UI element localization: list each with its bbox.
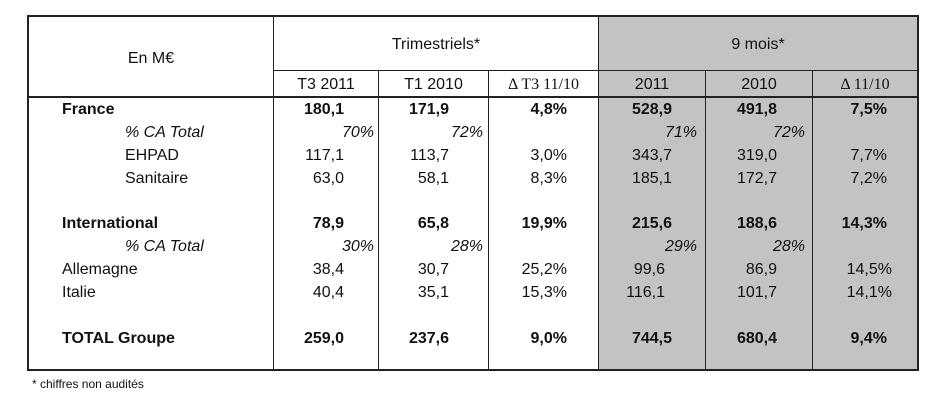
header-group-divider (273, 70, 918, 71)
cell-france-2011: 528,9 (631, 101, 672, 118)
cell-france-t3-2011: 180,1 (303, 101, 344, 118)
row-label-international: International (62, 215, 159, 232)
cell-italie-t1-2010: 35,1 (417, 284, 449, 301)
cell-france-delta-9m: 7,5% (850, 101, 887, 118)
col-header-2011: 2011 (634, 76, 670, 93)
cell-sanitaire-delta-t3: 8,3% (530, 170, 567, 187)
row-label-total-groupe: TOTAL Groupe (62, 330, 175, 347)
cell-international-share-t1-2010: 28% (450, 238, 483, 255)
unit-label: En M€ (127, 50, 175, 67)
quarterly-group-header: Trimestriels* (391, 36, 481, 53)
cell-allemagne-t3-2011: 38,4 (312, 261, 344, 278)
cell-sanitaire-t1-2010: 58,1 (417, 170, 449, 187)
cell-total-2011: 744,5 (631, 330, 672, 347)
cell-sanitaire-2010: 172,7 (736, 170, 777, 187)
cell-sanitaire-t3-2011: 63,0 (312, 170, 344, 187)
footnote: * chiffres non audités (32, 377, 144, 391)
cell-france-t1-2010: 171,9 (408, 101, 449, 118)
cell-ehpad-2010: 319,0 (736, 147, 777, 164)
cell-sanitaire-2011: 185,1 (631, 170, 672, 187)
cell-international-share-2010: 28% (772, 238, 805, 255)
cell-allemagne-2011: 99,6 (633, 261, 665, 278)
cell-international-t3-2011: 78,9 (312, 215, 344, 232)
row-label-sanitaire: Sanitaire (125, 170, 189, 187)
header-bottom-rule (29, 96, 918, 98)
nine-months-group-header: 9 mois* (731, 36, 785, 53)
col-header-t1-2010: T1 2010 (404, 76, 463, 93)
cell-international-share-t3-2011: 30% (341, 238, 374, 255)
cell-ehpad-delta-t3: 3,0% (530, 147, 567, 164)
divider-col-5 (812, 70, 813, 369)
nine-months-shading (598, 17, 917, 369)
cell-france-2010: 491,8 (736, 101, 777, 118)
cell-total-delta-t3: 9,0% (530, 330, 567, 347)
cell-ehpad-t1-2010: 113,7 (410, 147, 449, 164)
cell-total-t1-2010: 237,6 (408, 330, 449, 347)
col-header-delta-t3: Δ T3 11/10 (507, 76, 580, 93)
cell-sanitaire-delta-9m: 7,2% (850, 170, 887, 187)
cell-italie-2011: 116,1 (626, 284, 665, 301)
row-label-france: France (62, 101, 115, 118)
divider-col-2 (488, 70, 489, 369)
row-label-international-share: % CA Total (125, 238, 204, 255)
cell-allemagne-t1-2010: 30,7 (417, 261, 449, 278)
cell-international-delta-9m: 14,3% (841, 215, 887, 232)
cell-france-share-2010: 72% (772, 124, 805, 141)
cell-total-delta-9m: 9,4% (850, 330, 887, 347)
cell-france-share-t3-2011: 70% (341, 124, 374, 141)
cell-international-2010: 188,6 (736, 215, 777, 232)
cell-total-2010: 680,4 (736, 330, 777, 347)
cell-international-t1-2010: 65,8 (417, 215, 449, 232)
divider-label-column (273, 17, 274, 369)
cell-international-2011: 215,6 (631, 215, 672, 232)
cell-allemagne-delta-9m: 14,5% (846, 261, 892, 278)
divider-quarterly-nine-months (598, 17, 599, 369)
cell-france-delta-t3: 4,8% (530, 101, 567, 118)
cell-allemagne-delta-t3: 25,2% (521, 261, 567, 278)
divider-col-4 (705, 70, 706, 369)
row-label-ehpad: EHPAD (125, 147, 179, 164)
cell-italie-delta-9m: 14,1% (846, 284, 892, 301)
cell-italie-delta-t3: 15,3% (521, 284, 567, 301)
cell-ehpad-2011: 343,7 (631, 147, 672, 164)
cell-allemagne-2010: 86,9 (745, 261, 777, 278)
row-label-allemagne: Allemagne (62, 261, 138, 278)
cell-total-t3-2011: 259,0 (303, 330, 344, 347)
col-header-t3-2011: T3 2011 (297, 76, 355, 93)
cell-international-share-2011: 29% (664, 238, 697, 255)
cell-ehpad-t3-2011: 117,1 (305, 147, 344, 164)
col-header-2010: 2010 (741, 76, 777, 93)
cell-ehpad-delta-9m: 7,7% (850, 147, 887, 164)
cell-france-share-t1-2010: 72% (450, 124, 483, 141)
cell-italie-t3-2011: 40,4 (312, 284, 344, 301)
row-label-france-share: % CA Total (125, 124, 204, 141)
cell-international-delta-t3: 19,9% (521, 215, 567, 232)
col-header-delta-9m: Δ 11/10 (840, 76, 890, 93)
cell-france-share-2011: 71% (664, 124, 697, 141)
divider-col-1 (378, 70, 379, 369)
row-label-italie: Italie (62, 284, 96, 301)
cell-italie-2010: 101,7 (736, 284, 777, 301)
